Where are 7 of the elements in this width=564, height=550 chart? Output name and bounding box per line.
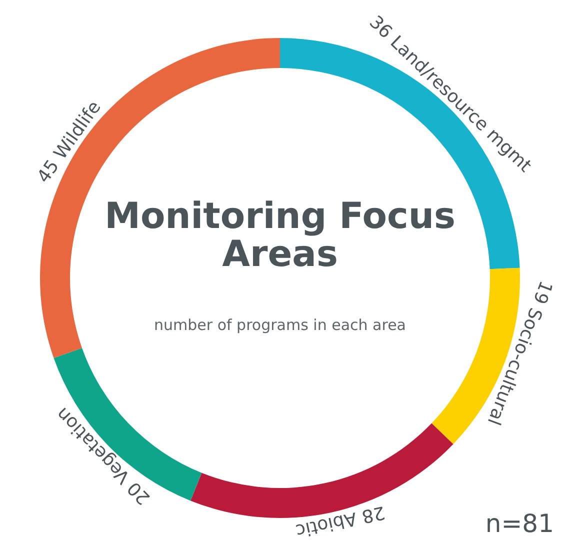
data-label: 19 xyxy=(528,278,556,307)
text: Monitoring Focus Areas xyxy=(104,196,456,275)
data-label: 28 xyxy=(360,501,387,527)
data-label: 45 xyxy=(33,156,64,188)
text: number of programs in each area xyxy=(154,316,406,334)
slice-label: Abiotic xyxy=(294,508,358,542)
text: n=81 xyxy=(485,509,554,538)
